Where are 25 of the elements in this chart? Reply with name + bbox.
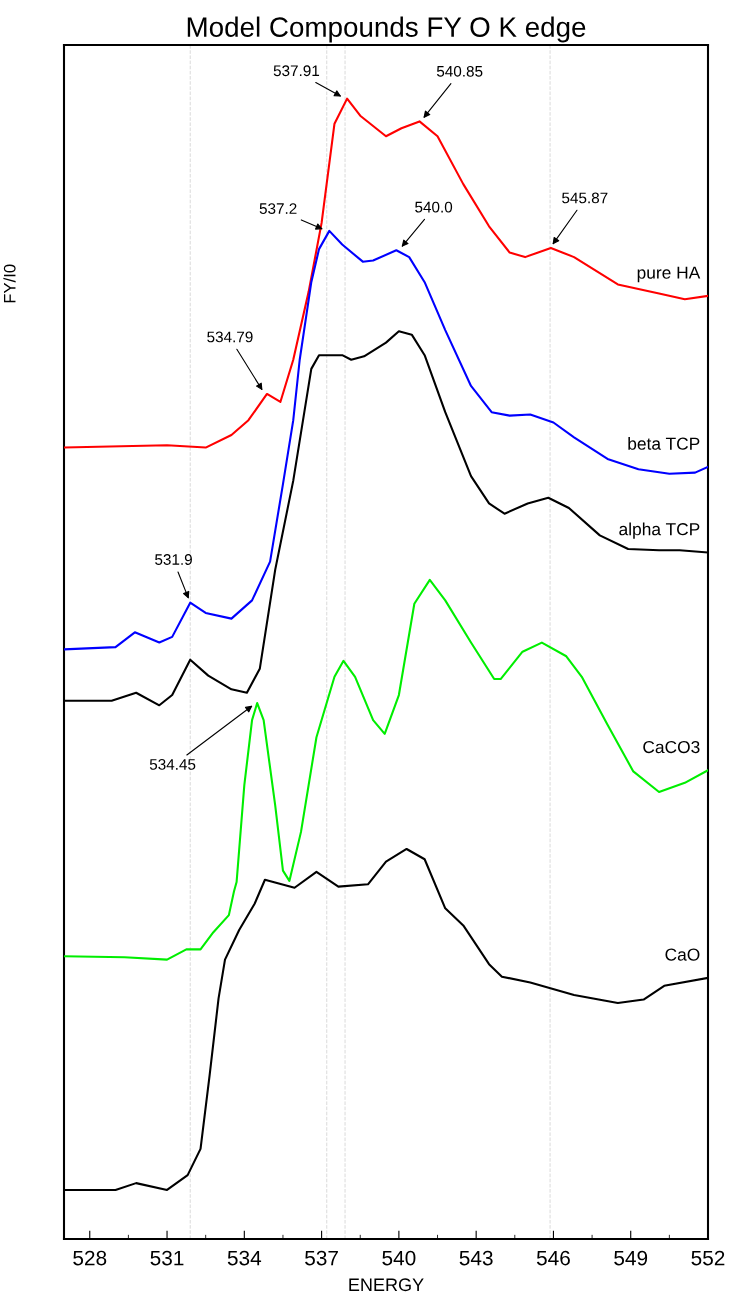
annotation: 534.45	[149, 758, 196, 770]
annotation: 537.91	[273, 65, 320, 77]
x-tick-label: 552	[691, 1250, 725, 1266]
annotation: 537.2	[259, 203, 297, 214]
series-label: CaCO3	[643, 740, 700, 754]
chart-title: Model Compounds FY O K edge	[187, 16, 586, 43]
x-tick-label: 549	[614, 1250, 648, 1266]
x-tick-label: 543	[459, 1250, 493, 1266]
x-tick-label: 528	[73, 1250, 107, 1266]
y-axis-title: FY/I0	[3, 264, 16, 303]
x-tick-label: 546	[536, 1250, 570, 1266]
series-label: alpha TCP	[619, 522, 700, 539]
annotation: 531.9	[155, 554, 192, 565]
annotation: 540.0	[415, 201, 453, 213]
x-tick-label: 537	[305, 1250, 338, 1266]
annotation: 540.85	[436, 65, 483, 77]
x-tick-label: 531	[150, 1250, 184, 1266]
x-tick-label: 540	[382, 1250, 416, 1266]
x-tick-label: 534	[227, 1250, 262, 1266]
x-axis-title: ENERGY	[349, 1278, 424, 1292]
series-label: beta TCP	[628, 437, 700, 450]
series-label: CaO	[665, 948, 700, 961]
annotation: 545.87	[562, 192, 608, 204]
annotation: 534.79	[207, 331, 253, 343]
series-label: pure HA	[637, 266, 701, 283]
